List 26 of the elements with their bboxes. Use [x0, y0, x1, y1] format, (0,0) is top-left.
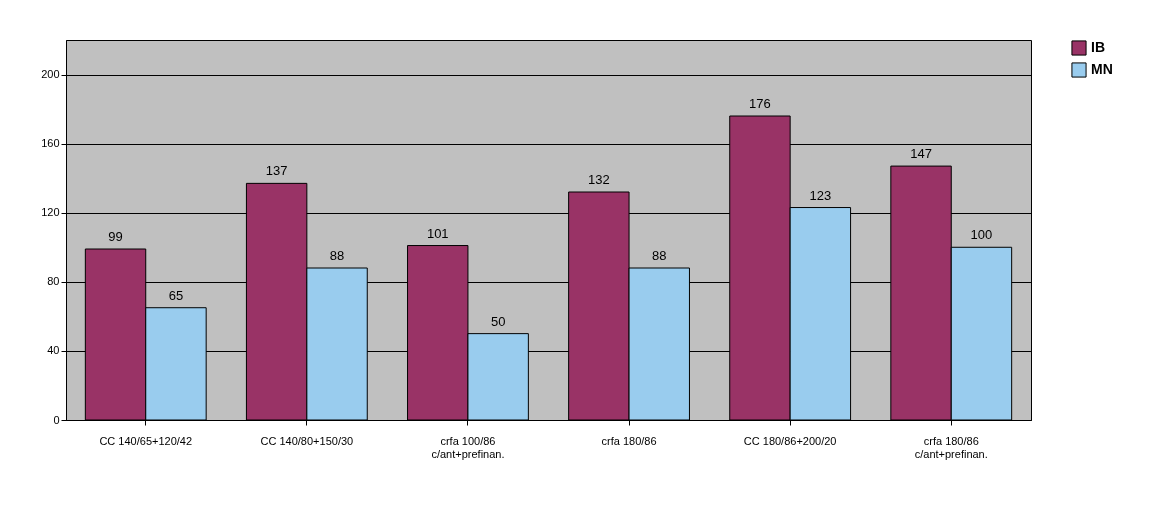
data-label: 65: [168, 287, 184, 303]
x-tick-label: CC 140/80+150/30: [260, 434, 354, 447]
data-label: 88: [652, 248, 667, 263]
x-tick-label: crfa 180/86 c/ant+prefinan.: [914, 434, 988, 460]
data-label: 176: [749, 96, 771, 111]
data-label: 99: [108, 229, 123, 244]
x-tick-label: crfa 100/86 c/ant+prefinan.: [431, 434, 505, 460]
legend-label: IB: [1091, 39, 1105, 55]
x-tick-label: crfa 180/86: [601, 434, 657, 447]
data-label: 50: [490, 313, 506, 329]
data-label: 137: [265, 163, 288, 179]
y-tick-label: 200: [41, 68, 60, 81]
data-label: 88: [329, 248, 345, 263]
y-tick-label: 0: [53, 413, 60, 426]
data-label: 100: [970, 227, 993, 243]
x-tick-label: CC 180/86+200/20: [743, 434, 837, 447]
y-tick-label: 80: [47, 275, 60, 288]
y-tick-label: 120: [41, 206, 60, 219]
y-tick-label: 40: [47, 344, 60, 357]
data-label: 147: [910, 146, 932, 162]
x-tick-label: CC 140/65+120/42: [99, 434, 193, 447]
data-label: 132: [587, 172, 610, 187]
data-label: 101: [426, 225, 449, 241]
y-tick-label: 160: [41, 137, 60, 150]
legend-label: MN: [1091, 61, 1113, 77]
data-label: 123: [809, 187, 832, 203]
